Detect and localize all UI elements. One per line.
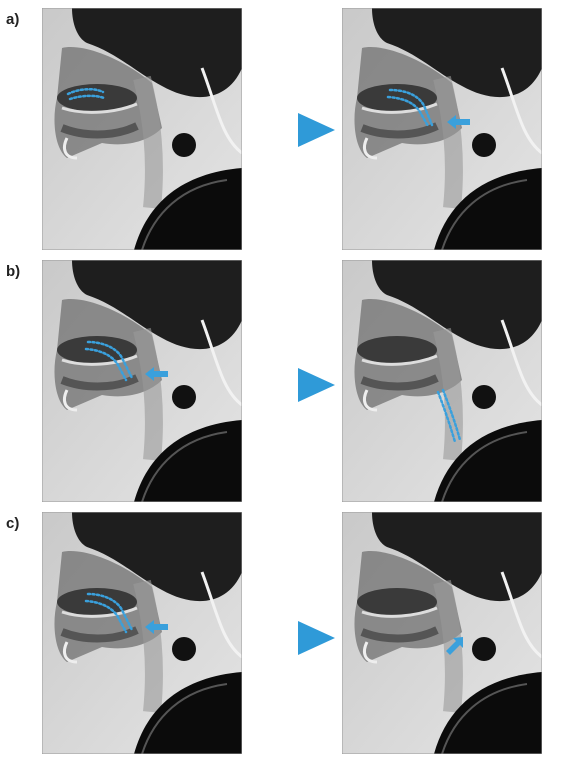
figure: a) b) c) [0, 0, 586, 758]
xray-image [342, 260, 542, 502]
xray-image [342, 8, 542, 250]
xray-image [42, 512, 242, 754]
xray-image [42, 8, 242, 250]
xray-image [42, 260, 242, 502]
arrow [298, 621, 335, 655]
arrow [298, 368, 335, 402]
panel-label: b) [6, 263, 20, 280]
panel-label: a) [6, 11, 19, 28]
arrow [298, 113, 335, 147]
panel-label: c) [6, 515, 19, 532]
xray-image [342, 512, 542, 754]
